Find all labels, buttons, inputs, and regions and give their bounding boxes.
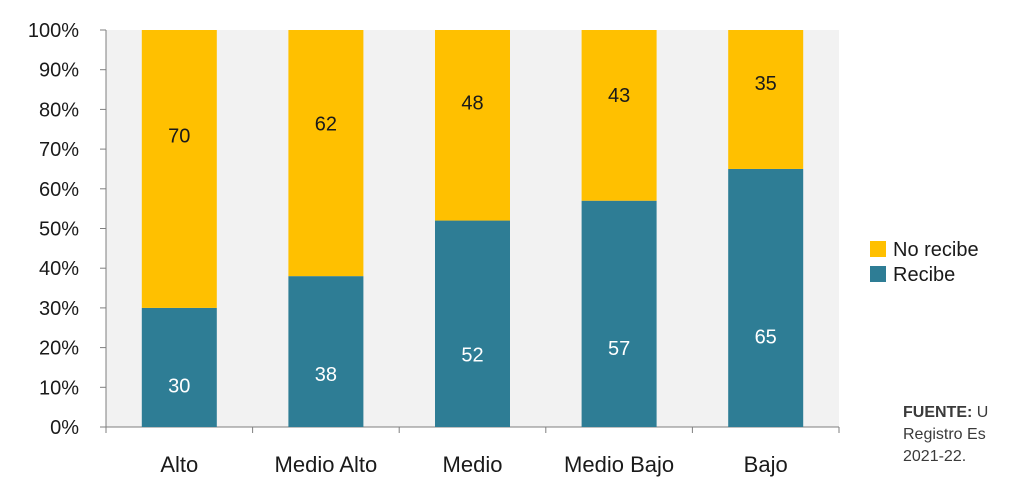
- legend: No recibe Recibe: [870, 239, 979, 286]
- legend-swatch-recibe: [870, 266, 886, 282]
- y-tick-label: 90%: [39, 60, 79, 82]
- bar-recibe: [141, 307, 217, 427]
- y-tick-label: 70%: [39, 139, 79, 161]
- bar-no-recibe: [288, 30, 364, 277]
- data-label: 30: [168, 375, 190, 397]
- bar-recibe: [581, 200, 657, 427]
- source-note: FUENTE: U Registro Es 2021-22.: [903, 402, 988, 468]
- x-tick-label: Medio Alto: [275, 452, 378, 477]
- legend-label: No recibe: [893, 239, 979, 261]
- bar-recibe: [435, 220, 510, 427]
- y-tick-label: 0%: [50, 417, 79, 439]
- source-line-1: FUENTE: U: [903, 402, 988, 424]
- x-tick-label: Bajo: [744, 452, 788, 477]
- y-tick-label: 40%: [39, 258, 79, 280]
- data-label: 38: [315, 364, 337, 386]
- source-label: FUENTE:: [903, 404, 973, 421]
- bar-recibe: [288, 276, 364, 427]
- data-label: 43: [608, 85, 630, 107]
- bar-recibe: [728, 168, 804, 427]
- x-tick-label: Alto: [160, 452, 198, 477]
- data-label: 70: [168, 126, 190, 148]
- data-label: 52: [461, 345, 483, 367]
- x-tick-label: Medio Bajo: [564, 452, 674, 477]
- data-label: 62: [315, 114, 337, 136]
- data-label: 35: [755, 73, 777, 95]
- y-tick-label: 30%: [39, 298, 79, 320]
- data-label: 57: [608, 338, 630, 360]
- y-axis: 0% 10% 20% 30% 40% 50% 60% 70% 80% 90% 100%: [28, 20, 106, 439]
- source-line-2: Registro Es: [903, 426, 986, 443]
- bar-no-recibe: [728, 30, 804, 169]
- bar-no-recibe: [435, 30, 510, 221]
- legend-swatch-no-recibe: [870, 241, 886, 257]
- bar-no-recibe: [581, 30, 657, 201]
- bar-no-recibe: [141, 30, 217, 308]
- bars: 30 70 38 62 52 48 57 43 65 35: [141, 30, 804, 427]
- y-tick-label: 60%: [39, 179, 79, 201]
- y-tick-label: 50%: [39, 219, 79, 241]
- x-tick-label: Medio: [443, 452, 503, 477]
- x-axis: Alto Medio Alto Medio Medio Bajo Bajo: [105, 427, 840, 477]
- y-tick-label: 100%: [28, 20, 79, 42]
- y-tick-label: 80%: [39, 99, 79, 121]
- y-tick-label: 10%: [39, 377, 79, 399]
- y-tick-label: 20%: [39, 338, 79, 360]
- legend-label: Recibe: [893, 264, 955, 286]
- data-label: 65: [755, 327, 777, 349]
- source-line-3: 2021-22.: [903, 448, 967, 465]
- source-text-1: U: [976, 404, 989, 421]
- data-label: 48: [461, 92, 483, 114]
